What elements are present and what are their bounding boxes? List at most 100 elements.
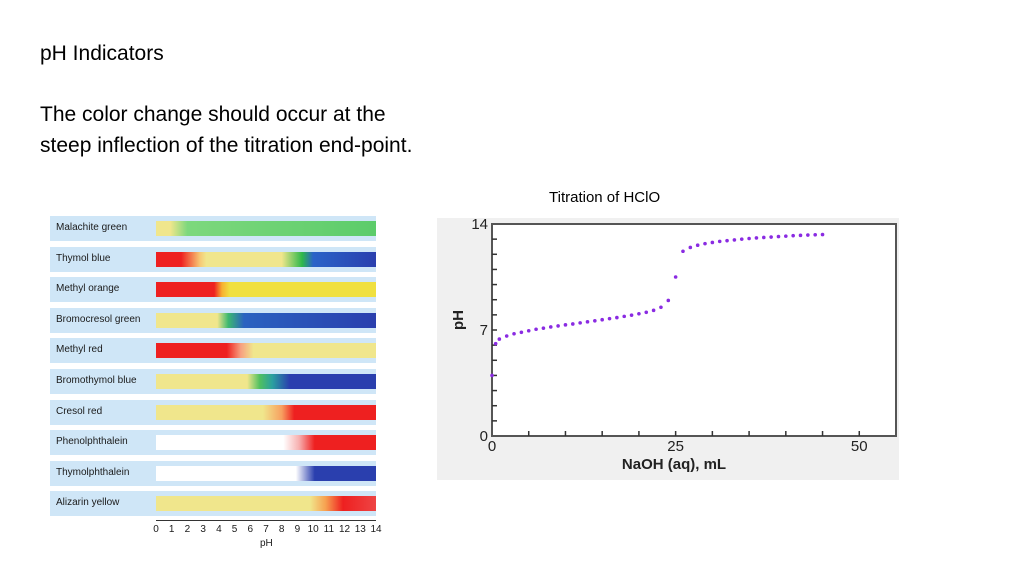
indicator-color-bar: [156, 251, 376, 267]
indicator-name: Cresol red: [56, 405, 103, 417]
indicator-name: Malachite green: [56, 222, 128, 233]
ph-tick-label: 13: [354, 524, 366, 535]
ph-tick-label: 11: [323, 524, 335, 535]
ph-tick-label: 2: [184, 524, 191, 535]
data-point: [754, 236, 759, 240]
ph-tick-label: 6: [247, 524, 254, 535]
data-point: [578, 321, 582, 325]
indicator-name: Alizarin yellow: [56, 497, 120, 509]
data-point: [644, 310, 649, 315]
data-point: [798, 233, 803, 238]
data-point: [761, 235, 766, 240]
indicator-name: Methyl red: [56, 344, 103, 356]
data-point: [651, 308, 656, 313]
indicator-color-bar: [156, 404, 376, 420]
indicator-color-bar: [156, 312, 376, 328]
data-point: [806, 233, 810, 237]
ph-tick-label: 5: [231, 524, 238, 535]
data-point: [629, 313, 634, 317]
data-point: [769, 235, 773, 239]
ph-tick-label: 10: [307, 524, 319, 535]
indicator-color-bar: [156, 496, 376, 512]
ph-tick-label: 3: [200, 524, 206, 535]
data-point: [784, 234, 788, 238]
data-point: [776, 234, 781, 239]
titration-curve-chart: 0 25 50 0 7 14 NaOH (aq), mL pH: [437, 218, 899, 480]
data-point: [615, 315, 619, 320]
indicator-name: Thymol blue: [56, 252, 111, 264]
indicator-name: Methyl orange: [56, 283, 120, 295]
data-point: [556, 324, 560, 328]
x-tick-label: 0: [488, 438, 496, 455]
data-point: [497, 337, 502, 341]
data-point: [548, 325, 553, 329]
data-point: [695, 243, 700, 247]
data-point: [571, 322, 575, 326]
data-point: [673, 275, 678, 279]
data-point: [607, 316, 612, 321]
data-point: [681, 249, 685, 254]
ph-tick-label: 0: [153, 524, 159, 535]
ph-tick-label: 8: [278, 524, 285, 535]
data-point: [622, 314, 627, 319]
data-point: [666, 298, 671, 303]
body-text-line-1: The color change should occur at the: [40, 103, 386, 126]
data-point: [600, 317, 604, 322]
data-point: [637, 311, 641, 316]
data-point: [490, 373, 494, 378]
data-point: [512, 331, 516, 336]
data-point: [585, 320, 590, 324]
indicator-color-bar: [156, 465, 376, 481]
data-point: [791, 233, 795, 238]
indicator-name: Thymolphthalein: [56, 466, 130, 478]
slide-heading: pH Indicators: [40, 42, 164, 65]
data-point: [725, 238, 729, 243]
indicator-color-bar: [156, 221, 376, 236]
data-point: [732, 238, 737, 242]
ph-tick-label: 12: [339, 524, 351, 535]
data-point: [526, 328, 531, 333]
indicator-name: Phenolphthalein: [56, 436, 128, 448]
indicator-color-bar: [156, 435, 376, 451]
ph-tick-label: 1: [168, 524, 175, 535]
titration-plot-svg: 0 25 50 0 7 14 NaOH (aq), mL pH: [450, 218, 897, 473]
y-axis-label: pH: [450, 310, 467, 330]
data-point: [504, 334, 509, 338]
ph-tick-label: 9: [294, 524, 301, 535]
data-point: [688, 245, 693, 250]
titration-chart-title: Titration of HClO: [549, 189, 661, 206]
ph-axis-line: [156, 520, 376, 521]
data-point: [710, 240, 715, 245]
indicator-color-chart: Malachite green Thymol blue Methyl orange B…: [50, 212, 390, 557]
ph-axis-label: pH: [260, 538, 273, 549]
indicator-name: Bromothymol blue: [56, 375, 137, 386]
x-axis-label: NaOH (aq), mL: [622, 456, 726, 473]
y-tick-label: 7: [480, 322, 488, 339]
data-point: [703, 241, 707, 246]
plot-area: [491, 223, 897, 437]
data-point: [563, 323, 568, 327]
data-point: [534, 327, 538, 332]
ph-tick-label: 14: [370, 524, 382, 535]
indicator-color-bar: [156, 343, 376, 359]
data-point: [593, 318, 597, 323]
data-point: [813, 232, 817, 237]
x-tick-label: 50: [851, 438, 868, 455]
body-text-line-2: steep inflection of the titration end-po…: [40, 134, 413, 157]
data-point: [747, 236, 751, 241]
data-point: [717, 239, 722, 244]
indicator-name: Bromocresol green: [56, 313, 141, 325]
ph-tick-label: 7: [263, 524, 269, 535]
data-point: [820, 232, 825, 237]
data-point: [739, 237, 744, 241]
data-point: [659, 305, 663, 310]
y-tick-label: 14: [471, 218, 488, 233]
ph-tick-label: 4: [216, 524, 222, 535]
indicator-color-bar: [156, 374, 376, 389]
indicator-color-bar: [156, 282, 376, 298]
data-point: [519, 330, 524, 335]
data-point: [493, 341, 498, 346]
data-point: [541, 326, 546, 330]
x-tick-label: 25: [667, 438, 684, 455]
y-tick-label: 0: [480, 428, 488, 445]
